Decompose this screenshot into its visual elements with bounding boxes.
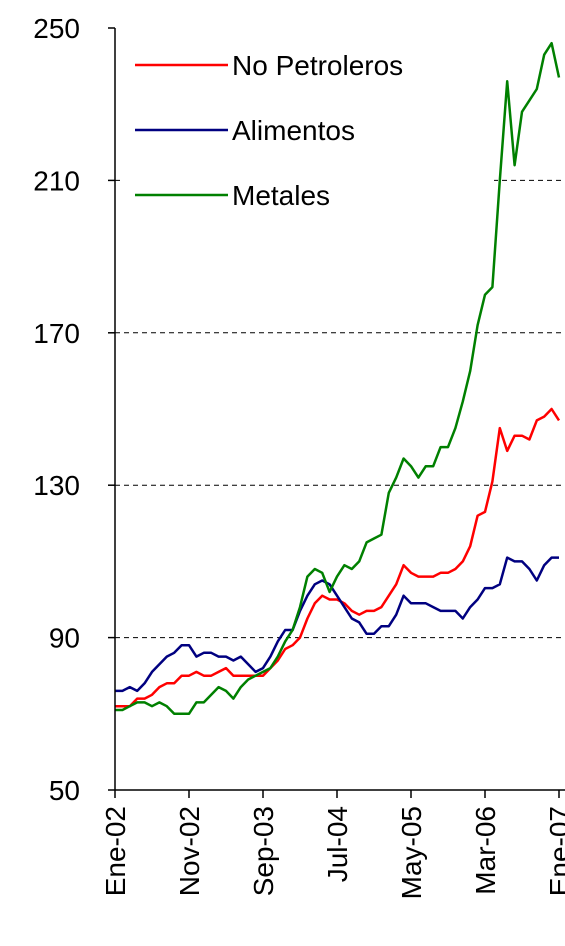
y-tick-label: 170 — [33, 318, 80, 349]
x-tick-label: Sep-03 — [248, 806, 279, 896]
y-tick-label: 130 — [33, 470, 80, 501]
data-line — [115, 407, 561, 708]
x-tick-label: May-05 — [396, 806, 427, 899]
y-tick-label: 210 — [33, 165, 80, 196]
legend-label: Alimentos — [232, 115, 355, 146]
y-tick-label: 90 — [49, 623, 80, 654]
x-tick-label: Ene-07 — [544, 806, 565, 896]
data-line — [115, 41, 561, 716]
y-tick-label: 50 — [49, 775, 80, 806]
legend-label: Metales — [232, 180, 330, 211]
x-tick-label: Ene-02 — [100, 806, 131, 896]
legend-label: No Petroleros — [232, 50, 403, 81]
x-tick-label: Mar-06 — [470, 806, 501, 895]
y-tick-label: 250 — [33, 13, 80, 44]
x-tick-label: Nov-02 — [174, 806, 205, 896]
data-line — [115, 556, 559, 693]
x-tick-label: Jul-04 — [322, 806, 353, 882]
